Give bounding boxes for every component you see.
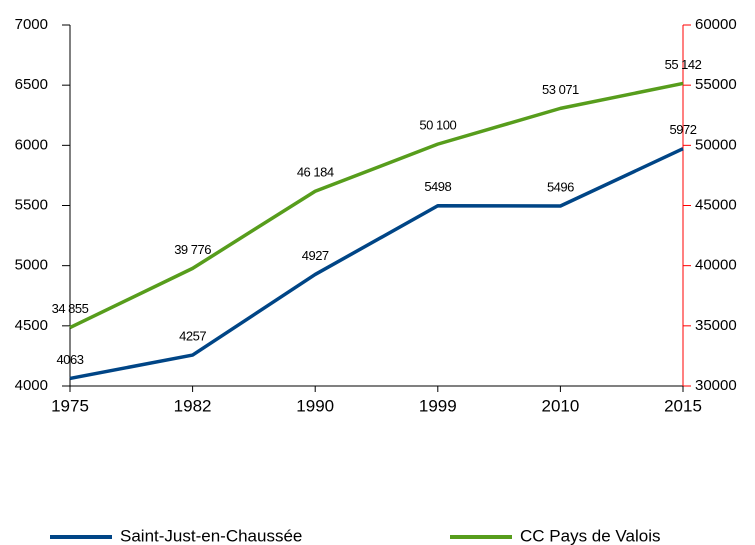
series-line	[69, 147, 684, 381]
data-label: 5972	[670, 122, 697, 137]
y2-tick-label: 40000	[695, 257, 737, 274]
series-line	[69, 81, 684, 330]
y2-tick-label: 45000	[695, 196, 737, 213]
x-tick-label: 2010	[541, 396, 579, 415]
y-tick-label: 4000	[15, 377, 48, 394]
legend-label: CC Pays de Valois	[520, 526, 660, 545]
data-label: 46 184	[297, 165, 334, 180]
y-tick-label: 5000	[15, 257, 48, 274]
y2-tick-label: 30000	[695, 377, 737, 394]
x-tick-label: 2015	[664, 396, 702, 415]
y2-tick-label: 55000	[695, 76, 737, 93]
data-label: 4063	[57, 352, 84, 367]
y-tick-label: 6500	[15, 76, 48, 93]
data-label: 55 142	[665, 57, 702, 72]
y2-tick-label: 50000	[695, 136, 737, 153]
y-tick-label: 7000	[15, 16, 48, 33]
data-label: 39 776	[174, 242, 211, 257]
data-label: 5496	[547, 179, 574, 194]
y2-tick-label: 35000	[695, 317, 737, 334]
y2-tick-label: 60000	[695, 16, 737, 33]
data-label: 50 100	[419, 118, 456, 133]
data-label: 34 855	[52, 301, 89, 316]
y-tick-label: 4500	[15, 317, 48, 334]
x-tick-label: 1975	[51, 396, 89, 415]
y-tick-label: 6000	[15, 136, 48, 153]
y-tick-label: 5500	[15, 196, 48, 213]
data-label: 4257	[179, 329, 206, 344]
x-tick-label: 1990	[296, 396, 334, 415]
data-label: 5498	[424, 179, 451, 194]
x-tick-label: 1999	[419, 396, 457, 415]
data-label: 53 071	[542, 82, 579, 97]
x-tick-label: 1982	[174, 396, 212, 415]
legend-label: Saint-Just-en-Chaussée	[120, 526, 302, 545]
data-label: 4927	[302, 248, 329, 263]
